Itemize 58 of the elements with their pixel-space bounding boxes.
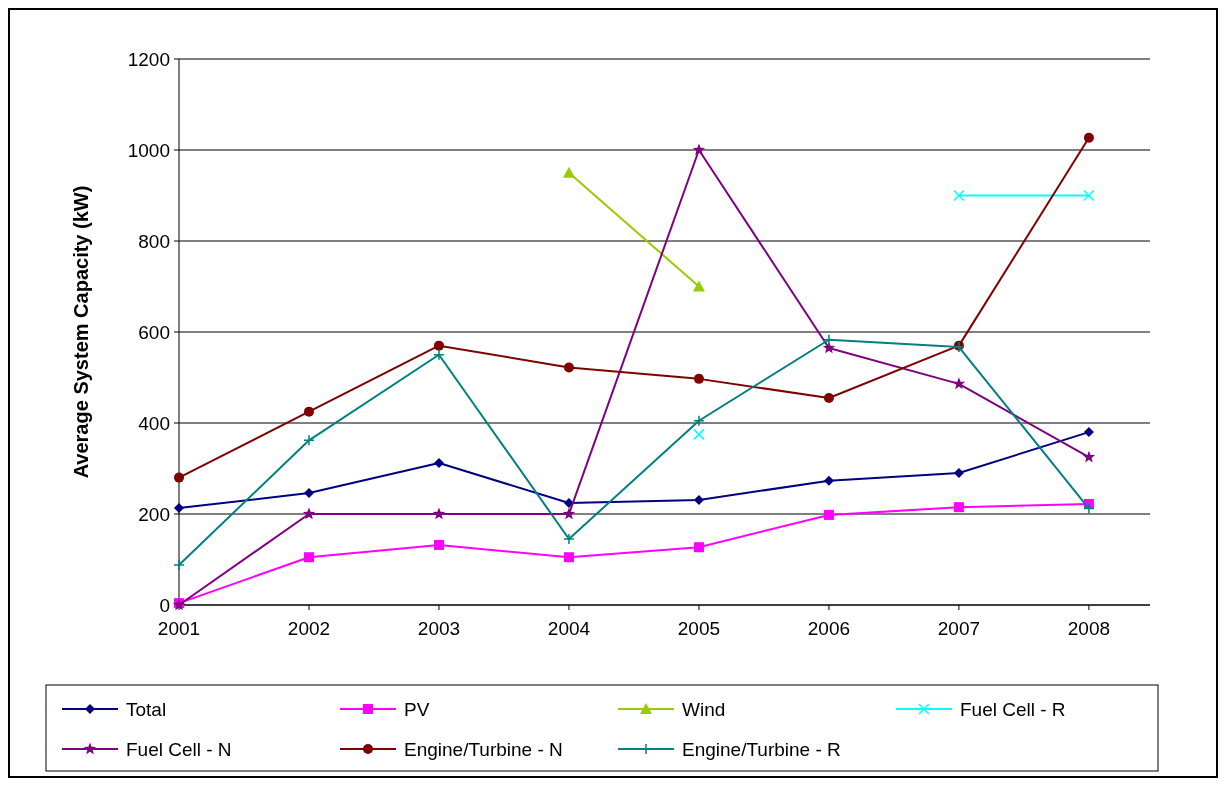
point (174, 503, 184, 514)
point (562, 507, 576, 520)
y-tick-label: 400 (138, 412, 170, 434)
point (823, 392, 834, 403)
legend-label: Fuel Cell - N (126, 738, 232, 760)
point (1083, 132, 1094, 143)
legend-label: PV (404, 698, 430, 720)
point (953, 189, 965, 202)
point (952, 377, 966, 390)
point (174, 472, 184, 483)
point (692, 143, 706, 156)
y-tick-label: 1000 (127, 139, 170, 161)
x-tick-label: 2004 (547, 618, 591, 639)
point (823, 475, 834, 486)
y-tick-label: 0 (159, 594, 170, 616)
y-axis-title: Average System Capacity (kW) (70, 185, 92, 479)
y-tick-label: 800 (138, 230, 170, 252)
point (823, 509, 834, 520)
point (563, 552, 574, 563)
point (433, 539, 444, 550)
point (432, 507, 446, 520)
point (953, 468, 964, 479)
point (1083, 189, 1095, 202)
x-tick-label: 2001 (157, 618, 201, 639)
point (563, 533, 575, 545)
point (433, 349, 445, 361)
x-tick-label: 2003 (417, 618, 461, 639)
point (1083, 427, 1094, 438)
x-tick-label: 2005 (677, 618, 721, 639)
point (1083, 502, 1095, 515)
point (953, 502, 964, 513)
x-tick-label: 2006 (807, 618, 851, 639)
legend-label: Fuel Cell - R (960, 698, 1066, 720)
legend-label: Wind (682, 698, 726, 720)
point (693, 494, 704, 505)
y-tick-label: 600 (138, 321, 170, 343)
legend-label: Engine/Turbine - N (404, 738, 563, 760)
point (302, 507, 316, 520)
point (693, 542, 704, 553)
point (1082, 450, 1096, 463)
point (173, 559, 185, 571)
point (303, 434, 315, 447)
point (693, 373, 704, 384)
x-tick-label: 2007 (937, 618, 981, 639)
point (433, 340, 444, 351)
legend-label: Total (126, 698, 167, 720)
point (693, 428, 705, 441)
point (303, 406, 314, 417)
y-tick-label: 1200 (127, 48, 170, 70)
point (303, 488, 314, 499)
point (433, 458, 444, 469)
point (693, 414, 705, 427)
legend-label: Engine/Turbine - R (682, 738, 841, 760)
x-tick-label: 2008 (1067, 618, 1111, 639)
y-tick-label: 200 (138, 503, 170, 525)
point (303, 552, 314, 563)
point (563, 362, 574, 373)
x-tick-label: 2002 (287, 618, 331, 639)
